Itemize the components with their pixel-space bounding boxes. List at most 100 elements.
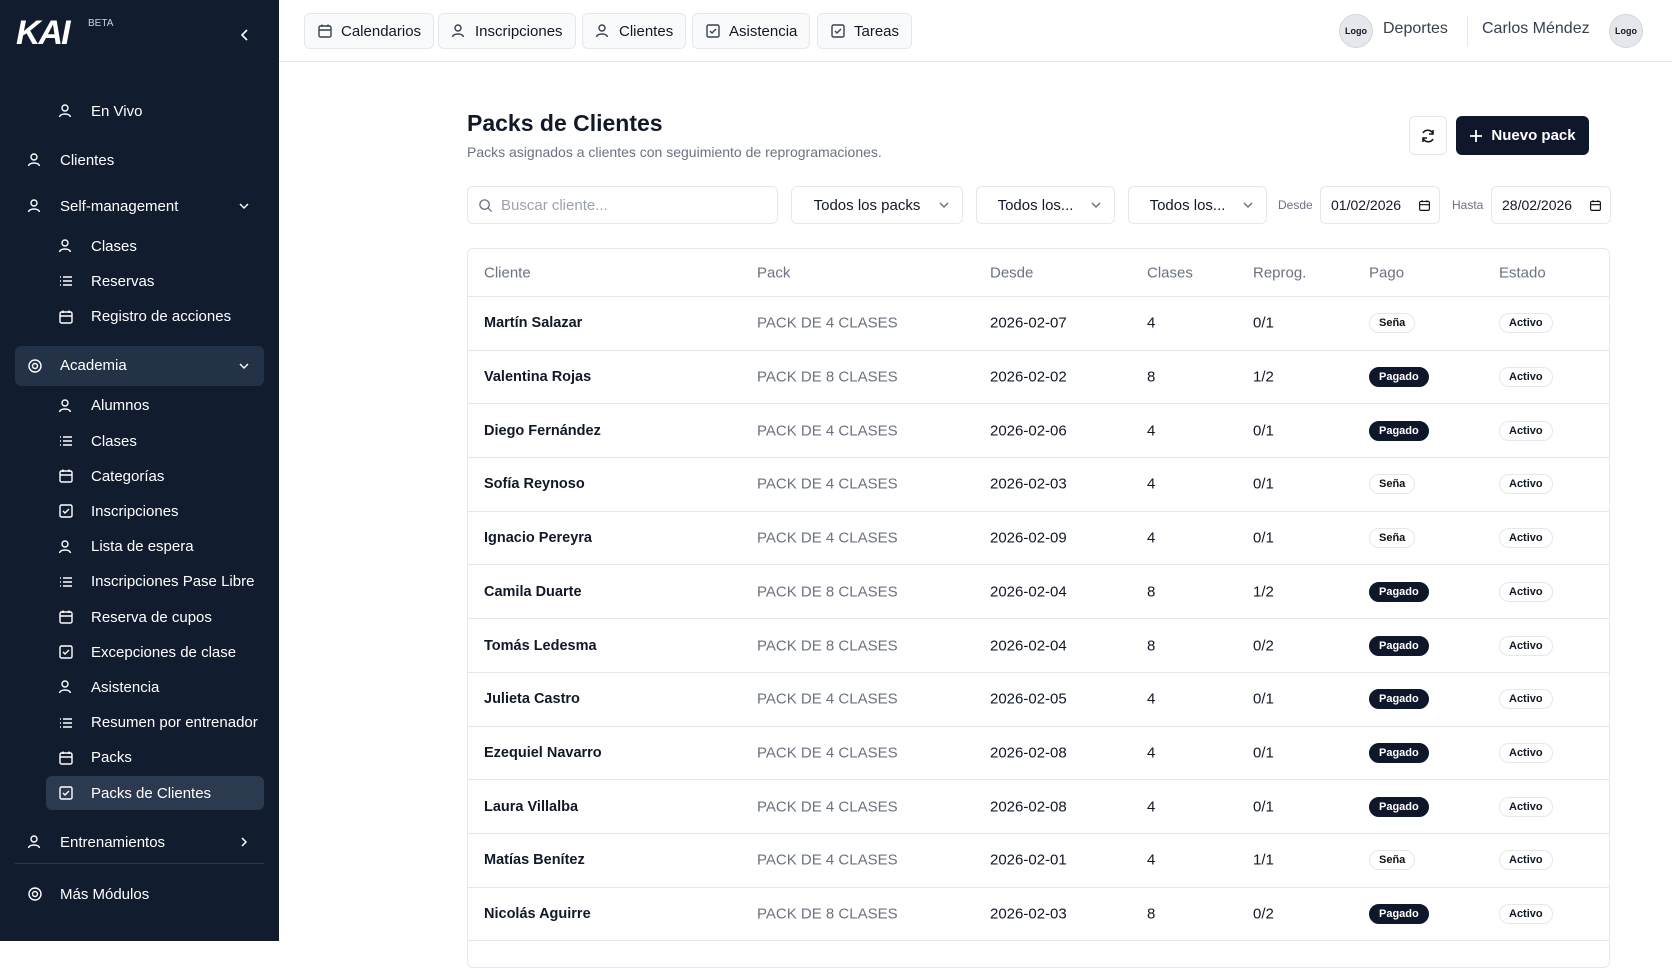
table-cell: 2026-02-08 (990, 744, 1067, 762)
table-cell: 4 (1147, 422, 1156, 440)
nav-item[interactable]: Categorías (46, 459, 264, 493)
nav-item[interactable]: Clases (46, 229, 264, 263)
nav-item[interactable]: Alumnos (46, 389, 264, 423)
nav-item[interactable]: Reserva de cupos (46, 600, 264, 634)
icon (58, 680, 72, 694)
table-cell: Valentina Rojas (484, 369, 592, 386)
nav-label: Inscripciones Pase Libre (91, 573, 255, 591)
table-row[interactable]: Julieta Castro PACK DE 4 CLASES 2026-02-05… (468, 673, 1609, 727)
nav-label: Academia (60, 357, 127, 375)
new-pack-button[interactable]: Nuevo pack (1456, 116, 1589, 155)
status-badge: Activo (1499, 904, 1553, 925)
nav-section[interactable]: Academia (15, 345, 264, 386)
tab-label: Clientes (619, 22, 674, 40)
table-row[interactable]: Ezequiel Navarro PACK DE 4 CLASES 2026-02-… (468, 727, 1609, 781)
status-badge: Activo (1499, 474, 1553, 495)
icon (58, 539, 72, 553)
table-cell: 2026-02-04 (990, 637, 1067, 655)
nav-tab[interactable]: Clientes (582, 13, 687, 49)
nav-section[interactable]: Self-management (15, 186, 264, 226)
icon (60, 436, 72, 446)
table-row[interactable]: Martín Salazar PACK DE 4 CLASES 2026-02-07… (468, 297, 1609, 351)
collapse-button[interactable] (238, 28, 252, 42)
nav-tab[interactable]: Calendarios (304, 13, 435, 49)
logo: KAI (16, 14, 71, 52)
refresh-button[interactable] (1409, 116, 1447, 155)
nav-item[interactable]: Resumen por entrenador (46, 706, 264, 740)
table-row[interactable]: Matías Benítez PACK DE 4 CLASES 2026-02-01… (468, 834, 1609, 888)
table-row[interactable]: Diego Fernández PACK DE 4 CLASES 2026-02-0… (468, 404, 1609, 459)
icon (28, 359, 42, 373)
table-cell: 0/1 (1253, 422, 1274, 440)
nav-item[interactable]: Lista de espera (46, 530, 264, 564)
status-badge: Seña (1369, 313, 1416, 334)
column-header: Pack (757, 264, 791, 281)
table-cell: PACK DE 8 CLASES (757, 905, 898, 923)
nav-item[interactable]: Reservas (46, 264, 264, 298)
nav-label: Clases (91, 237, 137, 255)
table-cell: PACK DE 4 CLASES (757, 798, 898, 816)
table-cell: 0/2 (1253, 905, 1274, 923)
page-title: Packs de Clientes (467, 110, 663, 136)
filter-select[interactable]: Todos los packs (791, 186, 963, 224)
column-header: Cliente (484, 264, 531, 281)
beta-badge: BETA (88, 18, 114, 29)
nav-section[interactable]: Clientes (15, 140, 264, 180)
nav-item[interactable]: En Vivo (46, 94, 264, 128)
nav-item[interactable]: Packs de Clientes (46, 776, 264, 810)
nav-footer[interactable]: Más Módulos (15, 874, 264, 914)
filter-select[interactable]: Todos los... (976, 186, 1115, 224)
status-badge: Activo (1499, 313, 1553, 334)
tab-label: Asistencia (729, 22, 798, 40)
status-badge: Pagado (1369, 367, 1429, 388)
tab-label: Inscripciones (475, 22, 563, 40)
table-cell: 4 (1147, 798, 1156, 816)
nav-item[interactable]: Asistencia (46, 670, 264, 704)
nav-section[interactable]: Entrenamientos (15, 822, 264, 862)
table-cell: Matías Benítez (484, 852, 585, 869)
table-row[interactable]: Laura Villalba PACK DE 4 CLASES 2026-02-08… (468, 780, 1609, 834)
table-row[interactable]: Camila Duarte PACK DE 8 CLASES 2026-02-04 8… (468, 566, 1609, 620)
nav-label: Clases (91, 432, 137, 450)
table-cell: 0/1 (1253, 690, 1274, 708)
nav-item[interactable]: Inscripciones (46, 494, 264, 528)
icon (59, 751, 73, 765)
table: Cliente Pack Desde Clases Reprog. Pago Estado M… (467, 248, 1610, 968)
table-cell: Diego Fernández (484, 422, 601, 439)
nav-item[interactable]: Inscripciones Pase Libre (46, 565, 264, 599)
nav-item[interactable]: Packs (46, 741, 264, 775)
select-value: Todos los... (997, 196, 1074, 214)
table-row[interactable]: Nicolás Aguirre PACK DE 8 CLASES 2026-02-0… (468, 888, 1609, 942)
user-name[interactable]: Carlos Méndez (1482, 20, 1590, 37)
filter-select[interactable]: Todos los... (1128, 186, 1267, 224)
table-cell: Camila Duarte (484, 583, 582, 600)
chevron (1091, 202, 1101, 209)
nav-tab[interactable]: Inscripciones (438, 13, 576, 49)
date-input[interactable]: 28/02/2026 (1491, 186, 1611, 224)
nav-label: Alumnos (91, 397, 150, 415)
search-input[interactable]: Buscar cliente... (467, 186, 778, 224)
icon (59, 469, 73, 483)
table-cell: Tomás Ledesma (484, 637, 597, 654)
table-row[interactable]: Ignacio Pereyra PACK DE 4 CLASES 2026-02-0… (468, 512, 1609, 566)
date-input[interactable]: 01/02/2026 (1320, 186, 1440, 224)
org-name[interactable]: Deportes (1383, 20, 1448, 37)
sidebar: KAI BETA En Vivo Clientes Self-management C… (0, 0, 279, 941)
table-cell: 4 (1147, 475, 1156, 493)
tab-label: Calendarios (341, 22, 422, 40)
icon (318, 24, 332, 38)
nav-tab[interactable]: Tareas (817, 13, 913, 49)
nav-item[interactable]: Clases (46, 424, 264, 458)
table-cell: Martín Salazar (484, 315, 583, 332)
user-logo[interactable]: Logo (1609, 14, 1643, 48)
table-row[interactable]: Tomás Ledesma PACK DE 8 CLASES 2026-02-04 8… (468, 619, 1609, 673)
nav-item[interactable]: Excepciones de clase (46, 635, 264, 669)
table-row[interactable]: Valentina Rojas PACK DE 8 CLASES 2026-02-0… (468, 351, 1609, 405)
nav-tab[interactable]: Asistencia (692, 13, 811, 49)
table-header: Cliente Pack Desde Clases Reprog. Pago Estado (468, 249, 1609, 297)
search-icon (479, 198, 493, 212)
nav-item[interactable]: Registro de acciones (46, 300, 264, 334)
icon (58, 399, 72, 413)
topbar: Calendarios Inscripciones Clientes Asistenc… (279, 0, 1672, 62)
table-row[interactable]: Sofía Reynoso PACK DE 4 CLASES 2026-02-03 4… (468, 458, 1609, 512)
